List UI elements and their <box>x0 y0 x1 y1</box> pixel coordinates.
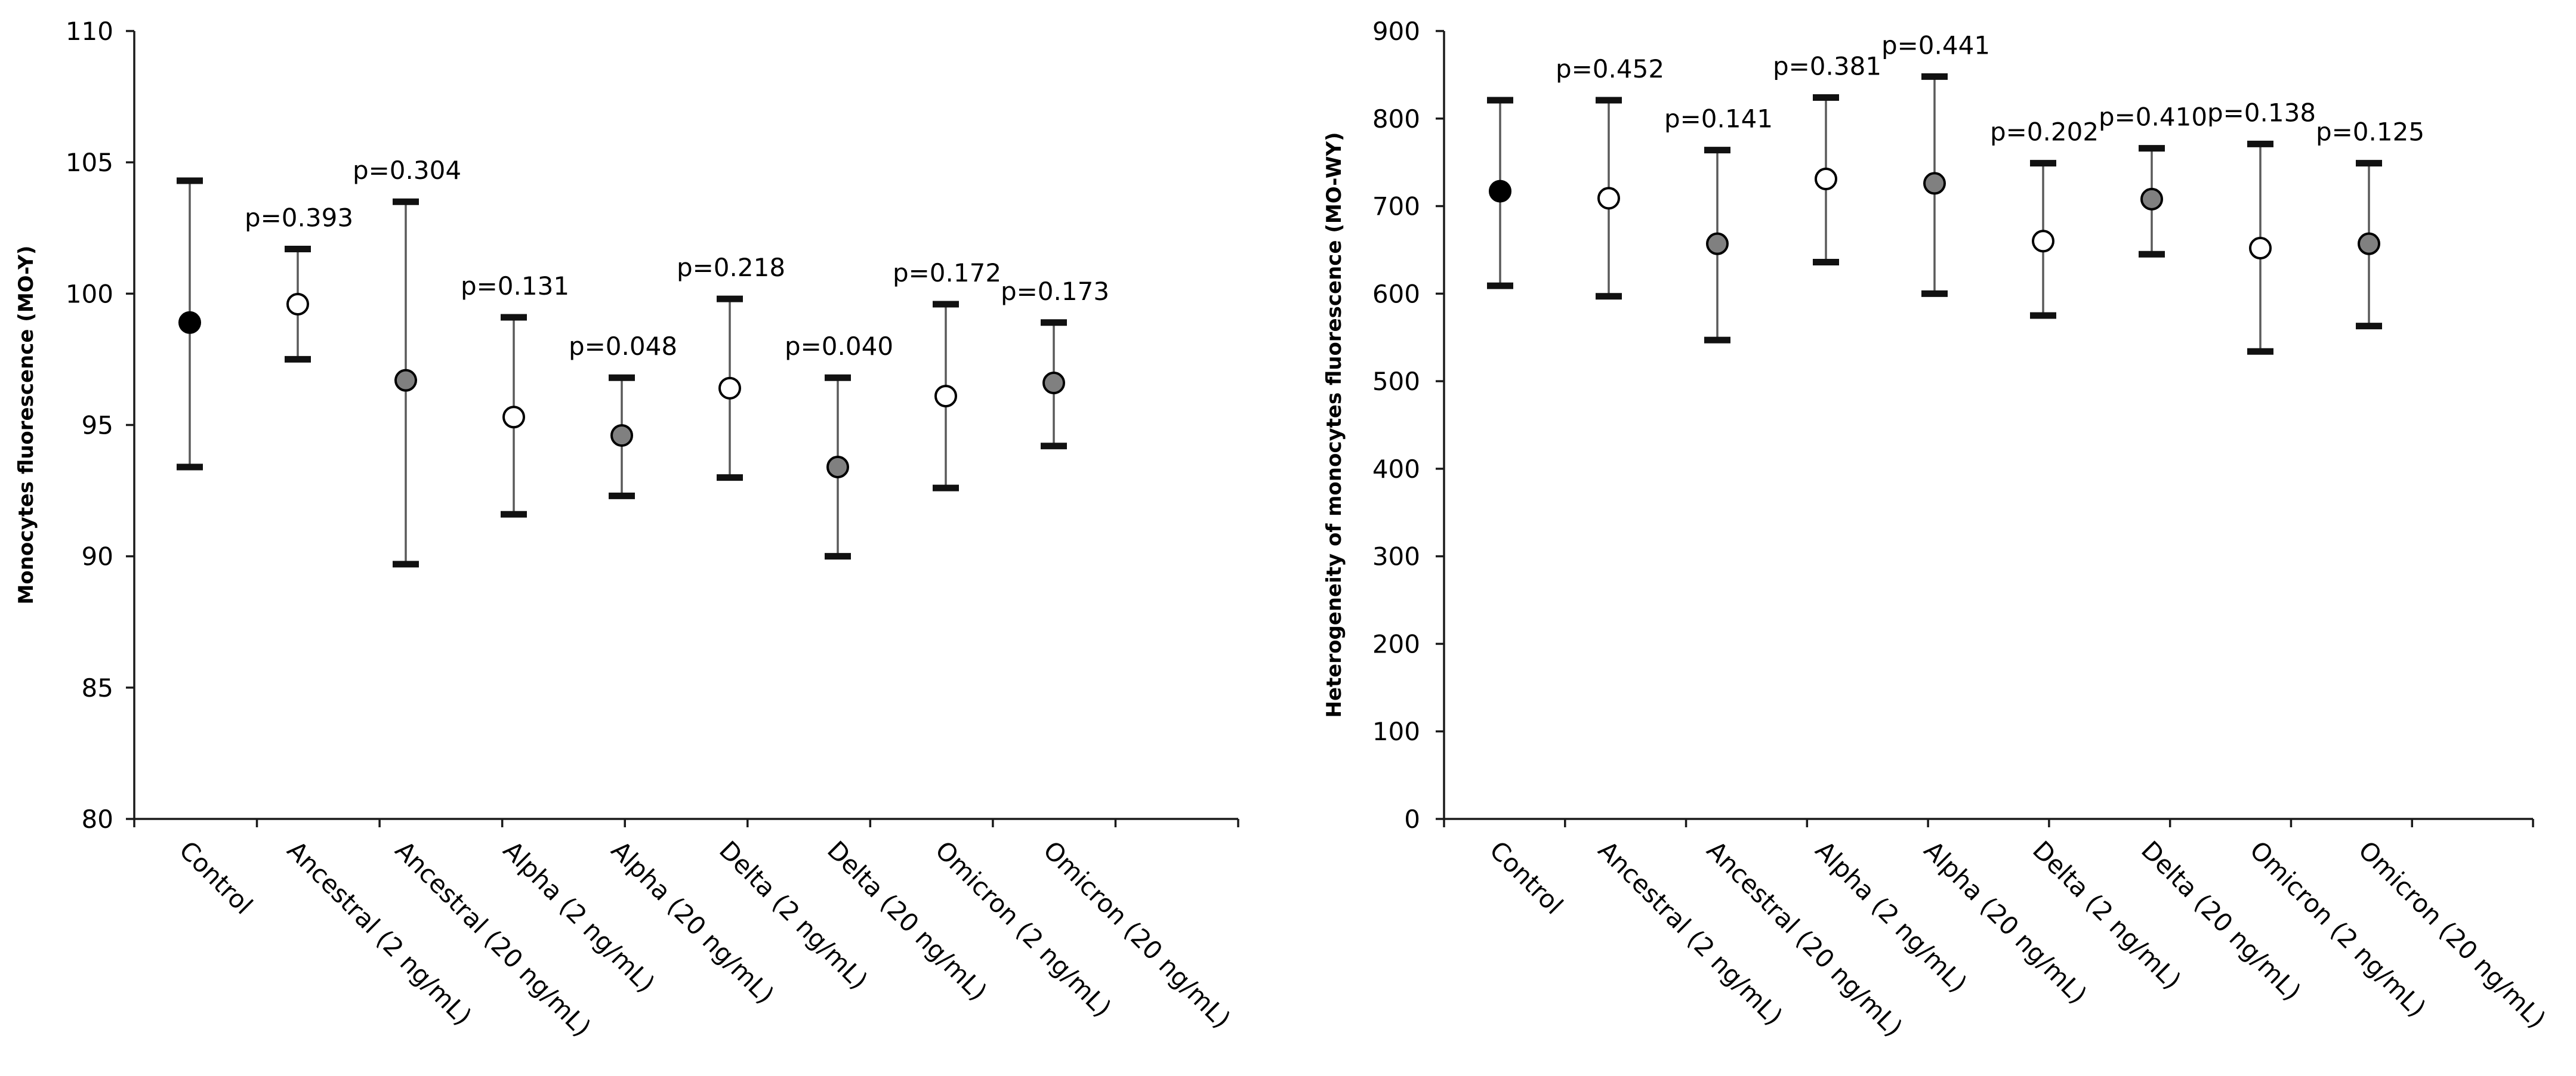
y-tick-label: 90 <box>82 542 113 571</box>
y-tick-label: 0 <box>1404 805 1420 834</box>
y-axis-title: Monocytes fluorescence (MO-Y) <box>14 246 38 605</box>
p-value-label: p=0.125 <box>2316 118 2424 147</box>
mean-point <box>1042 372 1065 395</box>
x-category-label: Ancestral (20 ng/mL) <box>390 835 597 1042</box>
p-value-label: p=0.173 <box>1001 277 1109 306</box>
y-tick-label: 110 <box>66 17 113 46</box>
mean-point <box>394 369 417 392</box>
mean-point <box>1597 187 1620 210</box>
mean-point <box>178 311 201 334</box>
p-value-label: p=0.138 <box>2207 98 2316 127</box>
mean-point <box>826 455 849 478</box>
x-category-label: Omicron (20 ng/mL) <box>2353 835 2552 1034</box>
p-value-label: p=0.048 <box>569 332 677 361</box>
x-category-label: Omicron (20 ng/mL) <box>1038 835 1236 1034</box>
y-tick-label: 600 <box>1372 279 1420 308</box>
p-value-label: p=0.304 <box>353 156 461 185</box>
y-tick-label: 80 <box>82 805 113 834</box>
x-category-label: Control <box>1484 835 1569 920</box>
y-axis-title: Heterogeneity of monocytes fluorescence … <box>1322 132 1346 718</box>
p-value-label: p=0.218 <box>677 253 785 282</box>
y-tick-label: 105 <box>66 148 113 177</box>
y-tick-label: 800 <box>1372 104 1420 134</box>
y-tick-label: 400 <box>1372 454 1420 484</box>
mean-point <box>610 424 633 447</box>
p-value-label: p=0.441 <box>1881 30 1990 60</box>
p-value-label: p=0.410 <box>2099 103 2207 132</box>
p-value-label: p=0.452 <box>1556 54 1664 84</box>
mean-point <box>2249 237 2272 260</box>
x-category-label: Ancestral (2 ng/mL) <box>282 835 477 1031</box>
x-category-label: Omicron (2 ng/mL) <box>2244 835 2432 1022</box>
mean-point <box>934 385 957 408</box>
mean-point <box>1489 180 1511 203</box>
x-category-label: Ancestral (20 ng/mL) <box>1701 835 1908 1042</box>
x-category-label: Omicron (2 ng/mL) <box>930 835 1117 1022</box>
x-category-label: Control <box>174 835 258 920</box>
mean-point <box>286 292 309 316</box>
p-value-label: p=0.172 <box>893 258 1001 287</box>
y-tick-label: 300 <box>1372 542 1420 571</box>
chart-right-monocytes-heterogeneity: 0 100 200 300 400 500 600 700 800 900 Heterogeneit… <box>1322 17 2552 1043</box>
p-value-label: p=0.040 <box>785 332 893 361</box>
mean-point <box>718 376 741 400</box>
y-tick-label: 500 <box>1372 367 1420 396</box>
p-value-label: p=0.381 <box>1773 52 1881 81</box>
x-category-label: Ancestral (2 ng/mL) <box>1593 835 1788 1031</box>
mean-point <box>2032 230 2054 253</box>
y-tick-label: 100 <box>66 279 113 308</box>
p-value-label: p=0.131 <box>461 271 569 301</box>
mean-point <box>502 406 525 429</box>
mean-point <box>2358 232 2380 255</box>
y-tick-label: 85 <box>82 673 113 703</box>
mean-point <box>2140 187 2163 211</box>
mean-point <box>1923 172 1946 195</box>
y-tick-label: 700 <box>1372 192 1420 221</box>
y-tick-label: 95 <box>82 411 113 440</box>
p-value-label: p=0.141 <box>1664 104 1773 134</box>
y-tick-label: 200 <box>1372 629 1420 658</box>
y-tick-label: 900 <box>1372 17 1420 46</box>
chart-left-monocytes-fluorescence: 80 85 90 95 100 105 110 Monocytes fluorescence … <box>14 17 1239 1043</box>
y-tick-label: 100 <box>1372 717 1420 746</box>
p-value-label: p=0.393 <box>245 203 353 232</box>
p-value-label: p=0.202 <box>1990 118 2099 147</box>
mean-point <box>1706 232 1729 255</box>
mean-point <box>1815 168 1837 191</box>
